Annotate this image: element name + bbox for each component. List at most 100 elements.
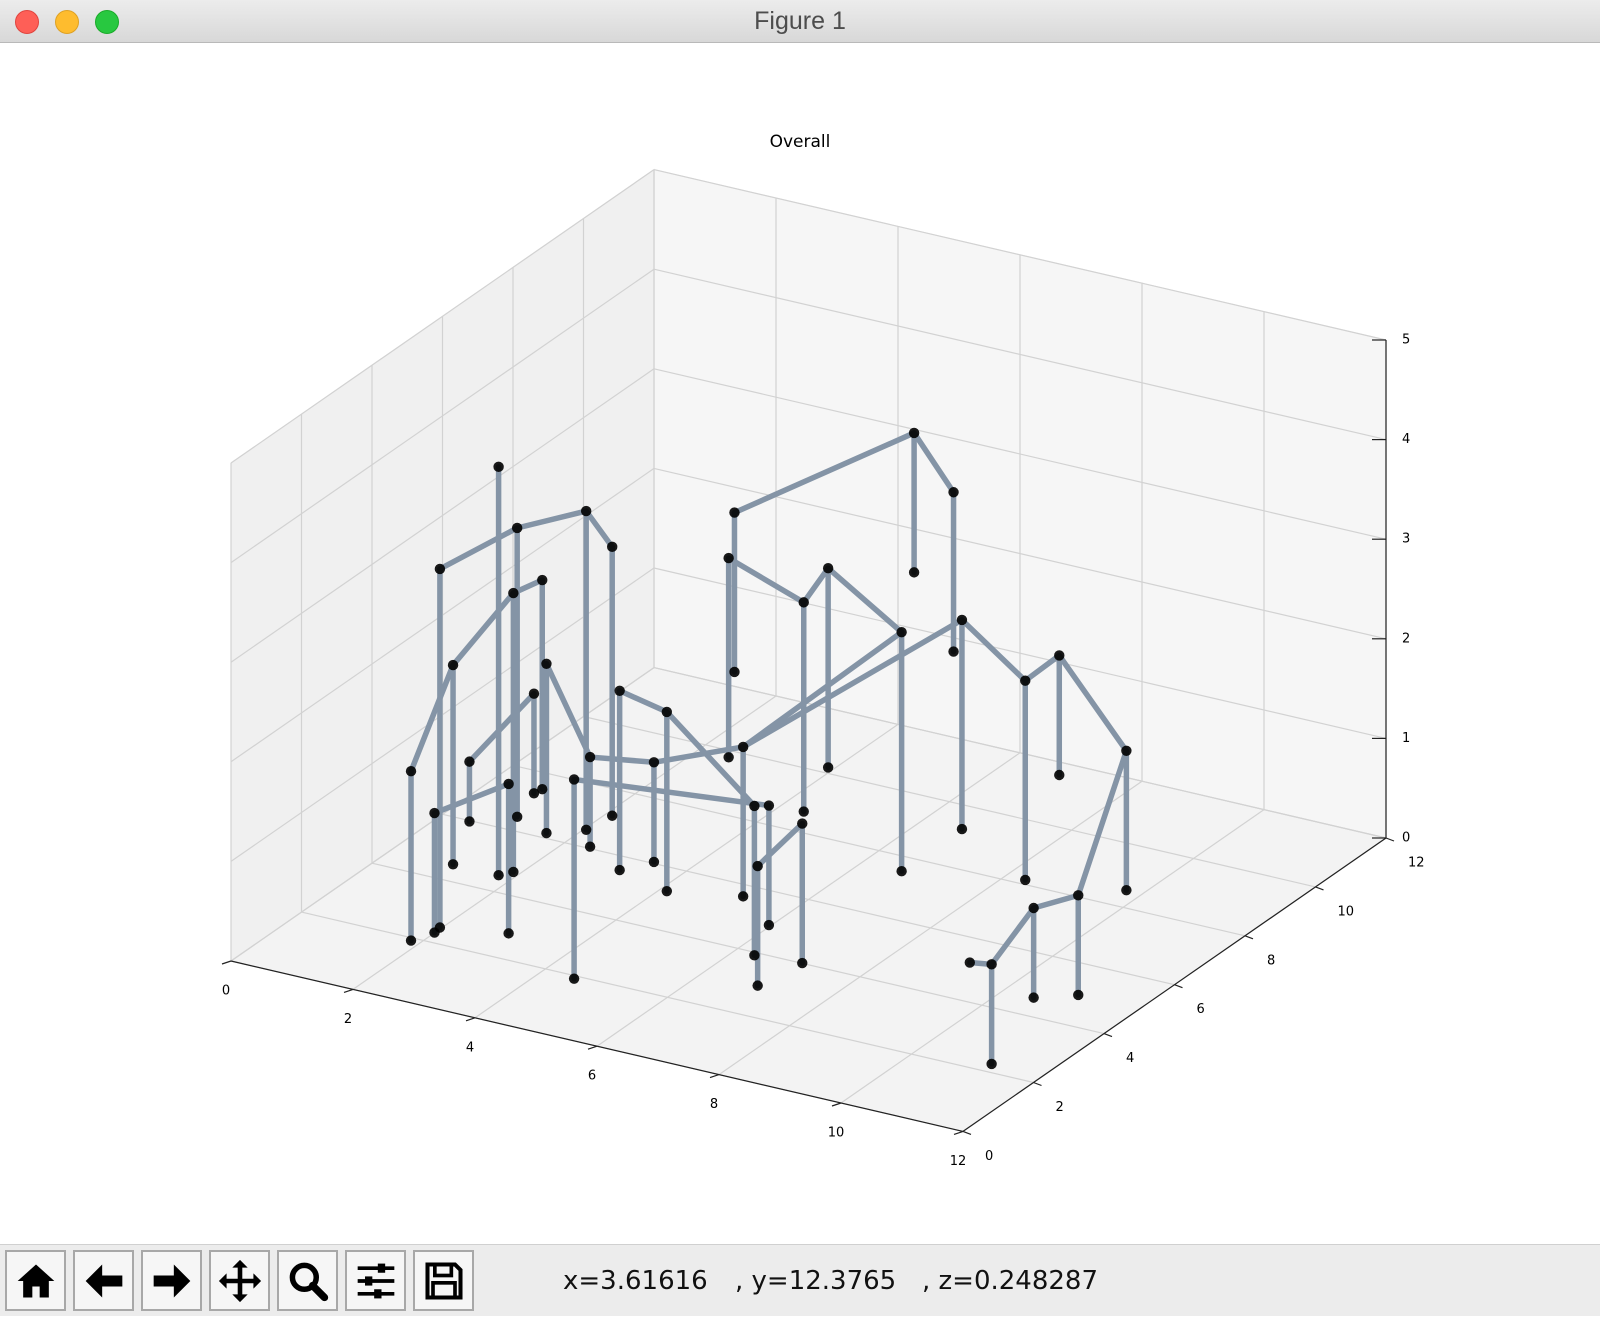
data-point: [798, 806, 809, 817]
data-point: [429, 807, 440, 819]
data-point: [797, 818, 808, 829]
data-segment: [740, 629, 905, 750]
data-point: [607, 541, 618, 553]
save-button[interactable]: [413, 1250, 474, 1311]
data-point: [749, 800, 760, 812]
grid-line: [653, 268, 1387, 441]
data-segment: [510, 577, 545, 596]
data-point: [493, 461, 504, 473]
x-tick-mark: [465, 1017, 476, 1022]
data-segment: [450, 590, 517, 668]
data-point: [541, 827, 552, 839]
y-tick-label: 2: [1056, 1100, 1064, 1115]
x-tick-label: 10: [828, 1126, 845, 1141]
data-point: [508, 866, 519, 878]
data-point: [584, 841, 596, 852]
y-tick-label: 4: [1126, 1051, 1134, 1066]
data-point: [1020, 874, 1031, 886]
x-tick-label: 8: [710, 1097, 718, 1112]
data-point: [737, 891, 749, 902]
z-tick-label: 2: [1402, 631, 1410, 646]
data-point: [661, 706, 673, 718]
data-point: [1028, 902, 1039, 914]
y-tick-mark: [1385, 837, 1395, 842]
data-point: [948, 487, 959, 498]
configure-subplots-button[interactable]: [345, 1250, 406, 1311]
y-tick-mark: [1315, 886, 1324, 891]
close-window-button[interactable]: [15, 10, 39, 34]
minimize-window-button[interactable]: [55, 10, 79, 34]
data-point: [896, 626, 907, 638]
home-button[interactable]: [5, 1250, 66, 1311]
data-point: [503, 778, 514, 790]
y-tick-label: 6: [1197, 1002, 1205, 1017]
data-point: [447, 659, 459, 671]
data-point: [956, 614, 968, 626]
data-point: [723, 552, 734, 564]
data-segment: [1030, 892, 1081, 911]
y-tick-label: 12: [1408, 856, 1425, 871]
data-segment: [616, 688, 670, 715]
grid-line: [230, 368, 655, 663]
grid-line: [230, 169, 655, 464]
data-point: [405, 766, 417, 777]
data-segment: [408, 662, 456, 774]
data-point: [508, 587, 519, 599]
grid-line: [230, 268, 655, 564]
data-point: [568, 973, 580, 984]
maximize-window-button[interactable]: [95, 10, 119, 34]
data-segment: [587, 754, 657, 766]
data-segment: [911, 430, 957, 495]
move-icon: [218, 1259, 261, 1302]
data-point: [648, 757, 660, 768]
arrow-left-icon: [85, 1264, 122, 1297]
figure-canvas[interactable]: 0 2 4 6 8 10 12 0 2 4 6 8 10 12 0 1 2 3 4 5 Overall: [0, 44, 1600, 1244]
data-point: [614, 685, 625, 696]
data-point: [503, 928, 514, 939]
grid-line: [371, 862, 1105, 1035]
home-icon: [17, 1264, 54, 1297]
forward-button[interactable]: [141, 1250, 202, 1311]
data-point: [948, 646, 959, 657]
grid-line: [653, 169, 1387, 341]
x-tick-mark: [709, 1074, 720, 1079]
y-tick-label: 10: [1338, 904, 1355, 919]
coord-x-readout: x=3.61616: [563, 1266, 708, 1296]
y-tick-mark: [1244, 935, 1254, 940]
data-point: [405, 935, 417, 946]
data-point: [798, 597, 809, 608]
data-segment: [466, 690, 537, 765]
x-tick-mark: [587, 1045, 598, 1050]
y-tick-label: 0: [985, 1149, 993, 1164]
x-tick-label: 12: [950, 1154, 967, 1169]
data-point: [434, 563, 446, 575]
x-tick-mark: [953, 1130, 964, 1135]
data-segment: [571, 776, 772, 809]
data-segment: [754, 820, 805, 869]
z-tick-label: 1: [1402, 731, 1410, 746]
title-bar: Figure 1: [0, 0, 1600, 43]
data-point: [1054, 650, 1065, 661]
x-tick-label: 6: [588, 1069, 596, 1084]
data-point: [737, 741, 749, 753]
back-button[interactable]: [73, 1250, 134, 1311]
grid-line: [442, 813, 1175, 986]
data-point: [447, 859, 459, 870]
data-point: [729, 507, 740, 518]
y-tick-mark: [1103, 1033, 1113, 1038]
zoom-button[interactable]: [277, 1250, 338, 1311]
x-tick-label: 0: [222, 984, 230, 999]
coord-z-readout: , z=0.248287: [922, 1266, 1099, 1296]
data-point: [537, 783, 548, 795]
data-point: [723, 752, 734, 763]
grid-line: [583, 715, 1316, 888]
grid-line: [653, 567, 1387, 739]
magnifier-icon: [289, 1262, 328, 1301]
navigation-toolbar: x=3.61616 , y=12.3765 , z=0.248287: [0, 1244, 1600, 1316]
data-segment: [959, 617, 1028, 684]
data-segment: [1022, 652, 1063, 684]
pan-button[interactable]: [209, 1250, 270, 1311]
data-segment: [725, 555, 807, 606]
x-tick-mark: [221, 960, 232, 965]
